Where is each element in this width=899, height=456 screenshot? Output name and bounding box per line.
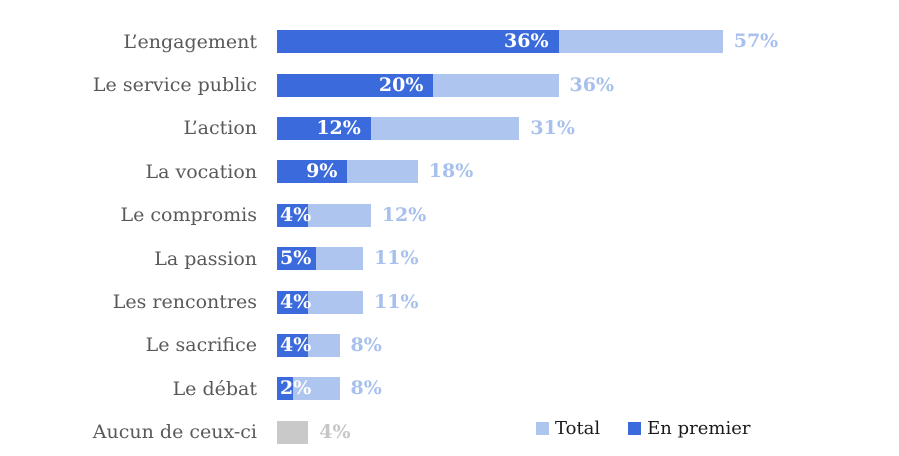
bar-area: 5% 11%	[277, 247, 899, 271]
en-premier-value-label: 4%	[280, 333, 312, 356]
bar-area: 4% 11%	[277, 290, 899, 314]
bar-area: 9% 18%	[277, 160, 899, 184]
bar-area: 36% 57%	[277, 30, 899, 54]
category-label: L’engagement	[123, 30, 257, 53]
total-value-label: 11%	[374, 247, 419, 270]
en-premier-value-label: 12%	[316, 116, 361, 139]
bar-area: 4%	[277, 420, 899, 444]
legend-item-en-premier: En premier	[628, 418, 751, 439]
total-value-label: 8%	[350, 333, 382, 356]
category-label: Aucun de ceux-ci	[92, 421, 257, 444]
en-premier-bar: 9%	[277, 160, 348, 184]
category-label: La passion	[154, 247, 257, 270]
chart-row: Les rencontres 4% 11%	[0, 280, 899, 323]
en-premier-value-label: 36%	[504, 30, 549, 53]
chart-row: La vocation 9% 18%	[0, 150, 899, 193]
en-premier-bar: 5%	[277, 247, 317, 271]
total-value-label: 12%	[381, 203, 427, 226]
chart-rows: L’engagement 36% 57% Le service public 20% 36…	[0, 20, 899, 454]
total-bar	[277, 377, 340, 401]
chart-row: La passion 5% 11%	[0, 237, 899, 280]
total-value-label: 31%	[530, 116, 575, 139]
category-label: La vocation	[145, 160, 257, 183]
category-label: Les rencontres	[112, 291, 257, 314]
en-premier-value-label: 4%	[280, 290, 312, 313]
chart-row: L’action 12% 31%	[0, 107, 899, 150]
legend: Total En premier	[536, 418, 751, 439]
category-label: Le service public	[92, 74, 257, 97]
legend-label-en-premier: En premier	[647, 418, 751, 439]
category-label: Le débat	[172, 377, 257, 400]
chart-row: Aucun de ceux-ci 4%	[0, 411, 899, 454]
chart-row: L’engagement 36% 57%	[0, 20, 899, 63]
en-premier-value-label: 20%	[378, 73, 424, 96]
total-value-label: 4%	[319, 420, 351, 443]
bar-area: 12% 31%	[277, 116, 899, 140]
neutral-bar	[277, 420, 309, 444]
category-label: Le sacrifice	[145, 334, 257, 357]
en-premier-bar: 20%	[277, 73, 434, 97]
bar-area: 20% 36%	[277, 73, 899, 97]
en-premier-bar: 12%	[277, 116, 371, 140]
chart-row: Le débat 2% 8%	[0, 367, 899, 410]
bar-area: 2% 8%	[277, 377, 899, 401]
en-premier-bar: 4%	[277, 333, 312, 357]
en-premier-value-label: 2%	[280, 377, 312, 400]
en-premier-bar: 4%	[277, 290, 312, 314]
en-premier-value-label: 4%	[280, 203, 312, 226]
chart-row: Le service public 20% 36%	[0, 63, 899, 106]
total-value-label: 18%	[428, 160, 474, 183]
total-value-label: 11%	[374, 290, 419, 313]
total-value-label: 57%	[733, 30, 779, 53]
legend-item-total: Total	[536, 418, 600, 439]
total-value-label: 36%	[569, 73, 615, 96]
bar-area: 4% 8%	[277, 333, 899, 357]
total-value-label: 8%	[350, 377, 382, 400]
bar-area: 4% 12%	[277, 203, 899, 227]
category-label: L’action	[183, 117, 257, 140]
en-premier-value-label: 9%	[306, 160, 338, 183]
chart-row: Le compromis 4% 12%	[0, 194, 899, 237]
en-premier-swatch-icon	[628, 422, 642, 435]
chart-row: Le sacrifice 4% 8%	[0, 324, 899, 367]
en-premier-bar: 4%	[277, 203, 312, 227]
en-premier-bar: 2%	[277, 377, 311, 401]
legend-label-total: Total	[555, 418, 601, 439]
en-premier-bar: 36%	[277, 30, 559, 54]
en-premier-value-label: 5%	[280, 247, 312, 270]
total-swatch-icon	[536, 422, 549, 435]
category-label: Le compromis	[120, 204, 257, 227]
